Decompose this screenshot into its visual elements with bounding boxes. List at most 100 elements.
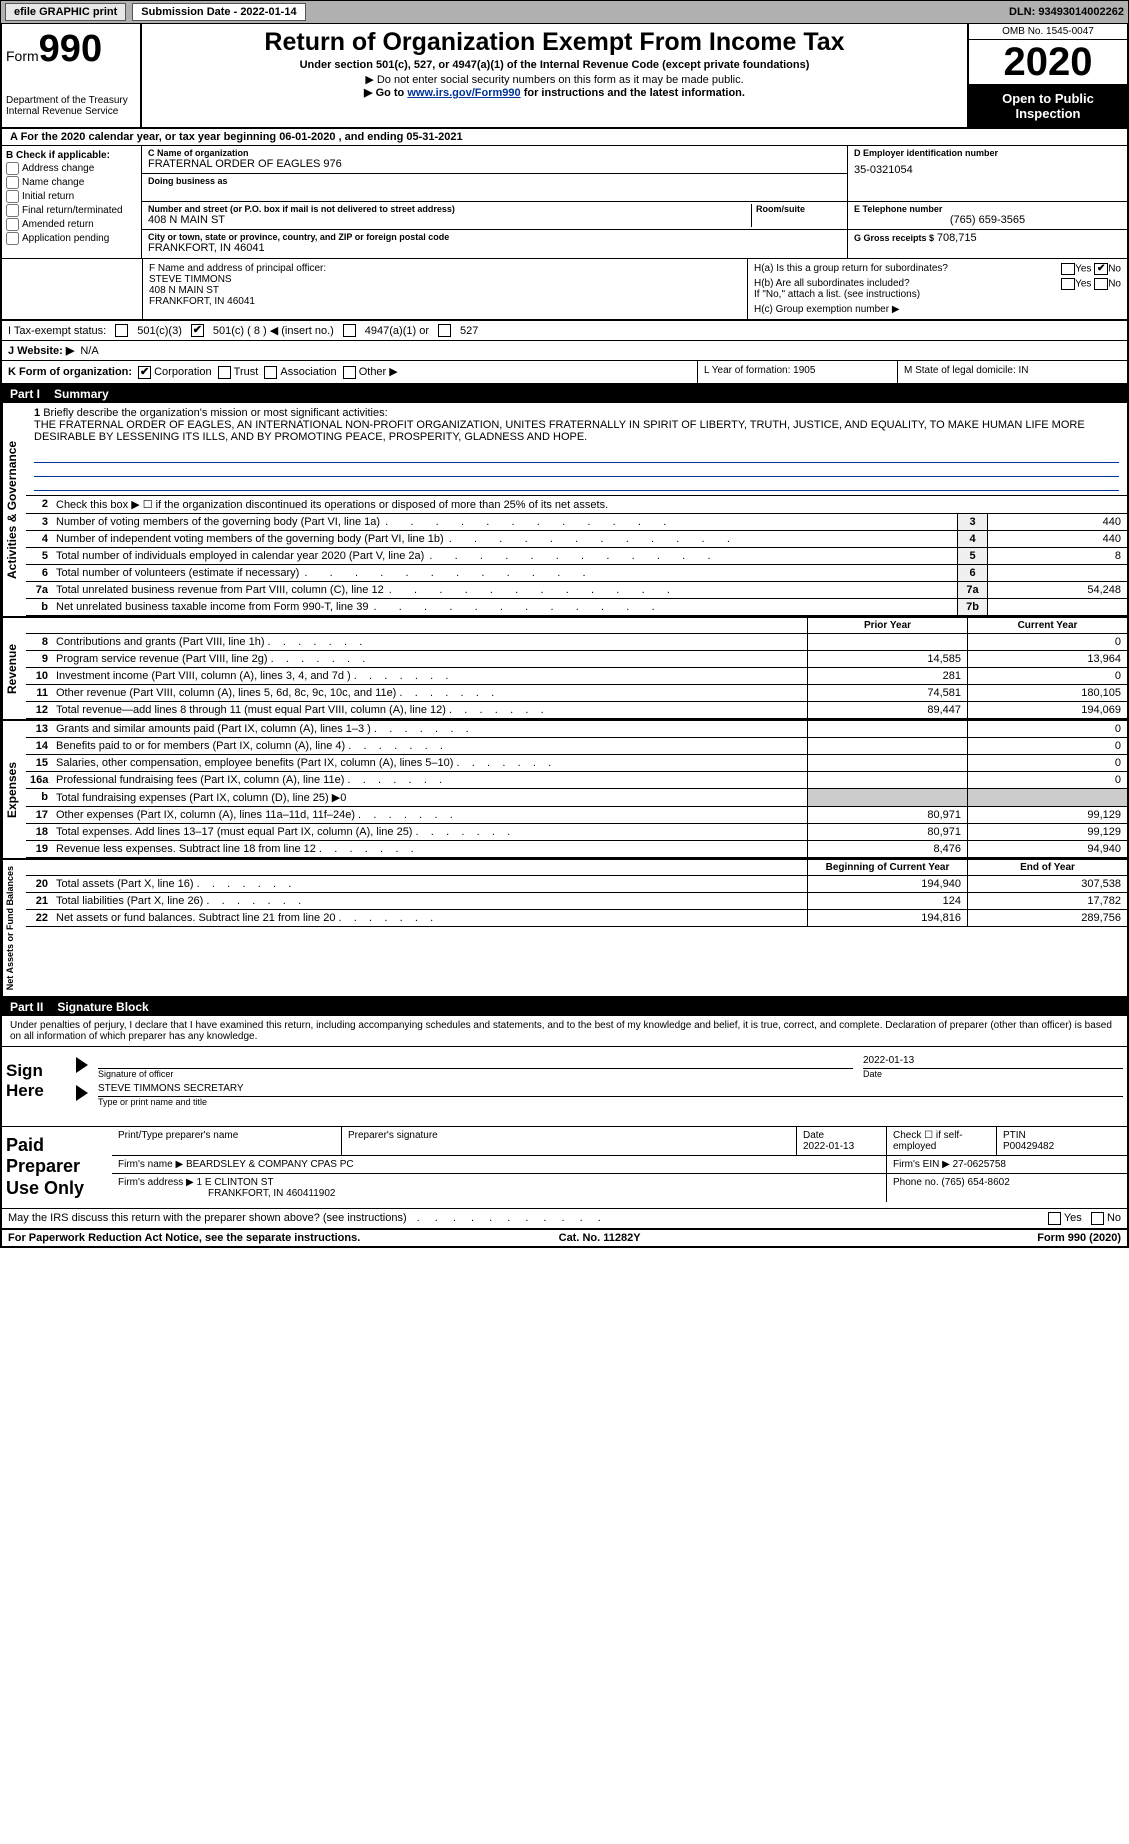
discuss-dots: . . . . . . . . . . .: [407, 1212, 1045, 1225]
chk-527[interactable]: [438, 324, 451, 337]
mission-lead: Briefly describe the organization's miss…: [43, 407, 387, 419]
paid-preparer-label: Paid Preparer Use Only: [2, 1127, 112, 1208]
officer-addr1: 408 N MAIN ST: [149, 285, 741, 296]
part-1-header: Part I Summary: [2, 385, 1127, 403]
net-assets-section: Net Assets or Fund Balances Beginning of…: [2, 860, 1127, 998]
mission-block: 1 Briefly describe the organization's mi…: [26, 403, 1127, 496]
discuss-row: May the IRS discuss this return with the…: [2, 1209, 1127, 1230]
chk-name-change[interactable]: Name change: [6, 176, 137, 189]
firm-phone-label: Phone no.: [893, 1177, 939, 1188]
prior-year-header: Prior Year: [807, 618, 967, 633]
chk-501c[interactable]: [191, 324, 204, 337]
fin-line-19: 19Revenue less expenses. Subtract line 1…: [26, 841, 1127, 858]
opt-corp: Corporation: [154, 366, 211, 378]
header-left: Form990 Department of the Treasury Inter…: [2, 24, 142, 127]
header-center: Return of Organization Exempt From Incom…: [142, 24, 967, 127]
gross-receipts-value: 708,715: [937, 232, 977, 244]
fin-line-20: 20Total assets (Part X, line 16)194,9403…: [26, 876, 1127, 893]
gov-line-4: 4Number of independent voting members of…: [26, 531, 1127, 548]
preparer-name-label: Print/Type preparer's name: [118, 1130, 335, 1141]
h-b-note: If "No," attach a list. (see instruction…: [754, 289, 1121, 300]
dln: DLN: 93493014002262: [1009, 6, 1124, 18]
discuss-no-lbl: No: [1107, 1212, 1121, 1225]
penalty-statement: Under penalties of perjury, I declare th…: [2, 1016, 1127, 1047]
dba-label: Doing business as: [148, 176, 841, 186]
line-k-l-m: K Form of organization: Corporation Trus…: [2, 361, 1127, 385]
signature-date-label: Date: [863, 1069, 1123, 1079]
fin-line-15: 15Salaries, other compensation, employee…: [26, 755, 1127, 772]
box-b: B Check if applicable: Address change Na…: [2, 146, 142, 258]
cat-number: Cat. No. 11282Y: [559, 1232, 641, 1244]
part-2-title: Signature Block: [57, 1000, 148, 1014]
form-org-label: K Form of organization:: [8, 366, 132, 378]
h-b-yes[interactable]: [1061, 278, 1075, 290]
form-subtitle: Under section 501(c), 527, or 4947(a)(1)…: [150, 59, 959, 71]
fin-line-18: 18Total expenses. Add lines 13–17 (must …: [26, 824, 1127, 841]
chk-association[interactable]: [264, 366, 277, 379]
mission-blank-lines: [34, 449, 1119, 491]
website-value: N/A: [80, 345, 98, 357]
discuss-yes[interactable]: [1048, 1212, 1061, 1225]
line-i-tax-exempt: I Tax-exempt status: 501(c)(3) 501(c) ( …: [2, 320, 1127, 341]
form-ref: Form 990 (2020): [1037, 1232, 1121, 1244]
vtab-governance: Activities & Governance: [2, 403, 26, 616]
vtab-net-assets: Net Assets or Fund Balances: [2, 860, 26, 996]
form-990: Form990 Department of the Treasury Inter…: [0, 24, 1129, 1248]
goto-pre: ▶ Go to: [364, 87, 407, 99]
arrow-icon: [76, 1057, 88, 1073]
chk-application-pending[interactable]: Application pending: [6, 232, 137, 245]
chk-amended-return[interactable]: Amended return: [6, 218, 137, 231]
firm-addr-label: Firm's address ▶: [118, 1177, 194, 1188]
form-number: 990: [39, 28, 102, 70]
ssn-note: ▶ Do not enter social security numbers o…: [150, 73, 959, 86]
line-1-num: 1: [34, 407, 40, 419]
h-b-no[interactable]: [1094, 278, 1108, 290]
chk-address-change[interactable]: Address change: [6, 162, 137, 175]
fin-line-8: 8Contributions and grants (Part VIII, li…: [26, 634, 1127, 651]
box-c: C Name of organization FRATERNAL ORDER O…: [142, 146, 847, 258]
line-a-period: A For the 2020 calendar year, or tax yea…: [2, 129, 1127, 146]
begin-year-header: Beginning of Current Year: [807, 860, 967, 875]
chk-final-return[interactable]: Final return/terminated: [6, 204, 137, 217]
org-name: FRATERNAL ORDER OF EAGLES 976: [148, 158, 841, 170]
self-employed-check[interactable]: Check ☐ if self-employed: [887, 1127, 997, 1155]
box-h: H(a) Is this a group return for subordin…: [747, 259, 1127, 319]
efile-print-button[interactable]: efile GRAPHIC print: [5, 3, 126, 21]
form-label: Form: [6, 48, 39, 64]
footer-row: For Paperwork Reduction Act Notice, see …: [2, 1230, 1127, 1246]
chk-4947[interactable]: [343, 324, 356, 337]
signature-date-field: 2022-01-13: [863, 1055, 1123, 1069]
firm-phone-value: (765) 654-8602: [941, 1177, 1009, 1188]
officer-label: F Name and address of principal officer:: [149, 263, 741, 274]
chk-501c3[interactable]: [115, 324, 128, 337]
dept-treasury: Department of the Treasury: [6, 95, 136, 106]
officer-signature-field[interactable]: [98, 1055, 853, 1069]
part-2-header: Part II Signature Block: [2, 998, 1127, 1016]
sign-here-section: Sign Here Signature of officer 2022-01-1…: [2, 1047, 1127, 1127]
form-header: Form990 Department of the Treasury Inter…: [2, 24, 1127, 129]
form-title: Return of Organization Exempt From Incom…: [150, 28, 959, 57]
chk-initial-return[interactable]: Initial return: [6, 190, 137, 203]
h-b-label: H(b) Are all subordinates included?: [754, 278, 910, 289]
line-m-state: M State of legal domicile: IN: [897, 361, 1127, 383]
mission-text: THE FRATERNAL ORDER OF EAGLES, AN INTERN…: [34, 419, 1085, 443]
vtab-expenses: Expenses: [2, 721, 26, 858]
fin-line-21: 21Total liabilities (Part X, line 26)124…: [26, 893, 1127, 910]
paperwork-notice: For Paperwork Reduction Act Notice, see …: [8, 1232, 360, 1244]
discuss-no[interactable]: [1091, 1212, 1104, 1225]
section-f-h: F Name and address of principal officer:…: [2, 259, 1127, 320]
chk-corporation[interactable]: [138, 366, 151, 379]
fin-line-12: 12Total revenue—add lines 8 through 11 (…: [26, 702, 1127, 719]
h-a-yes[interactable]: [1061, 263, 1075, 275]
firm-name-label: Firm's name ▶: [118, 1159, 183, 1170]
expenses-section: Expenses 13Grants and similar amounts pa…: [2, 721, 1127, 860]
chk-trust[interactable]: [218, 366, 231, 379]
form990-link[interactable]: www.irs.gov/Form990: [407, 87, 520, 99]
fin-line-9: 9Program service revenue (Part VIII, lin…: [26, 651, 1127, 668]
chk-other[interactable]: [343, 366, 356, 379]
street-value: 408 N MAIN ST: [148, 214, 751, 226]
h-a-no[interactable]: [1094, 263, 1108, 275]
fin-line-10: 10Investment income (Part VIII, column (…: [26, 668, 1127, 685]
line-l-year: L Year of formation: 1905: [697, 361, 897, 383]
firm-addr1-value: 1 E CLINTON ST: [197, 1177, 274, 1188]
